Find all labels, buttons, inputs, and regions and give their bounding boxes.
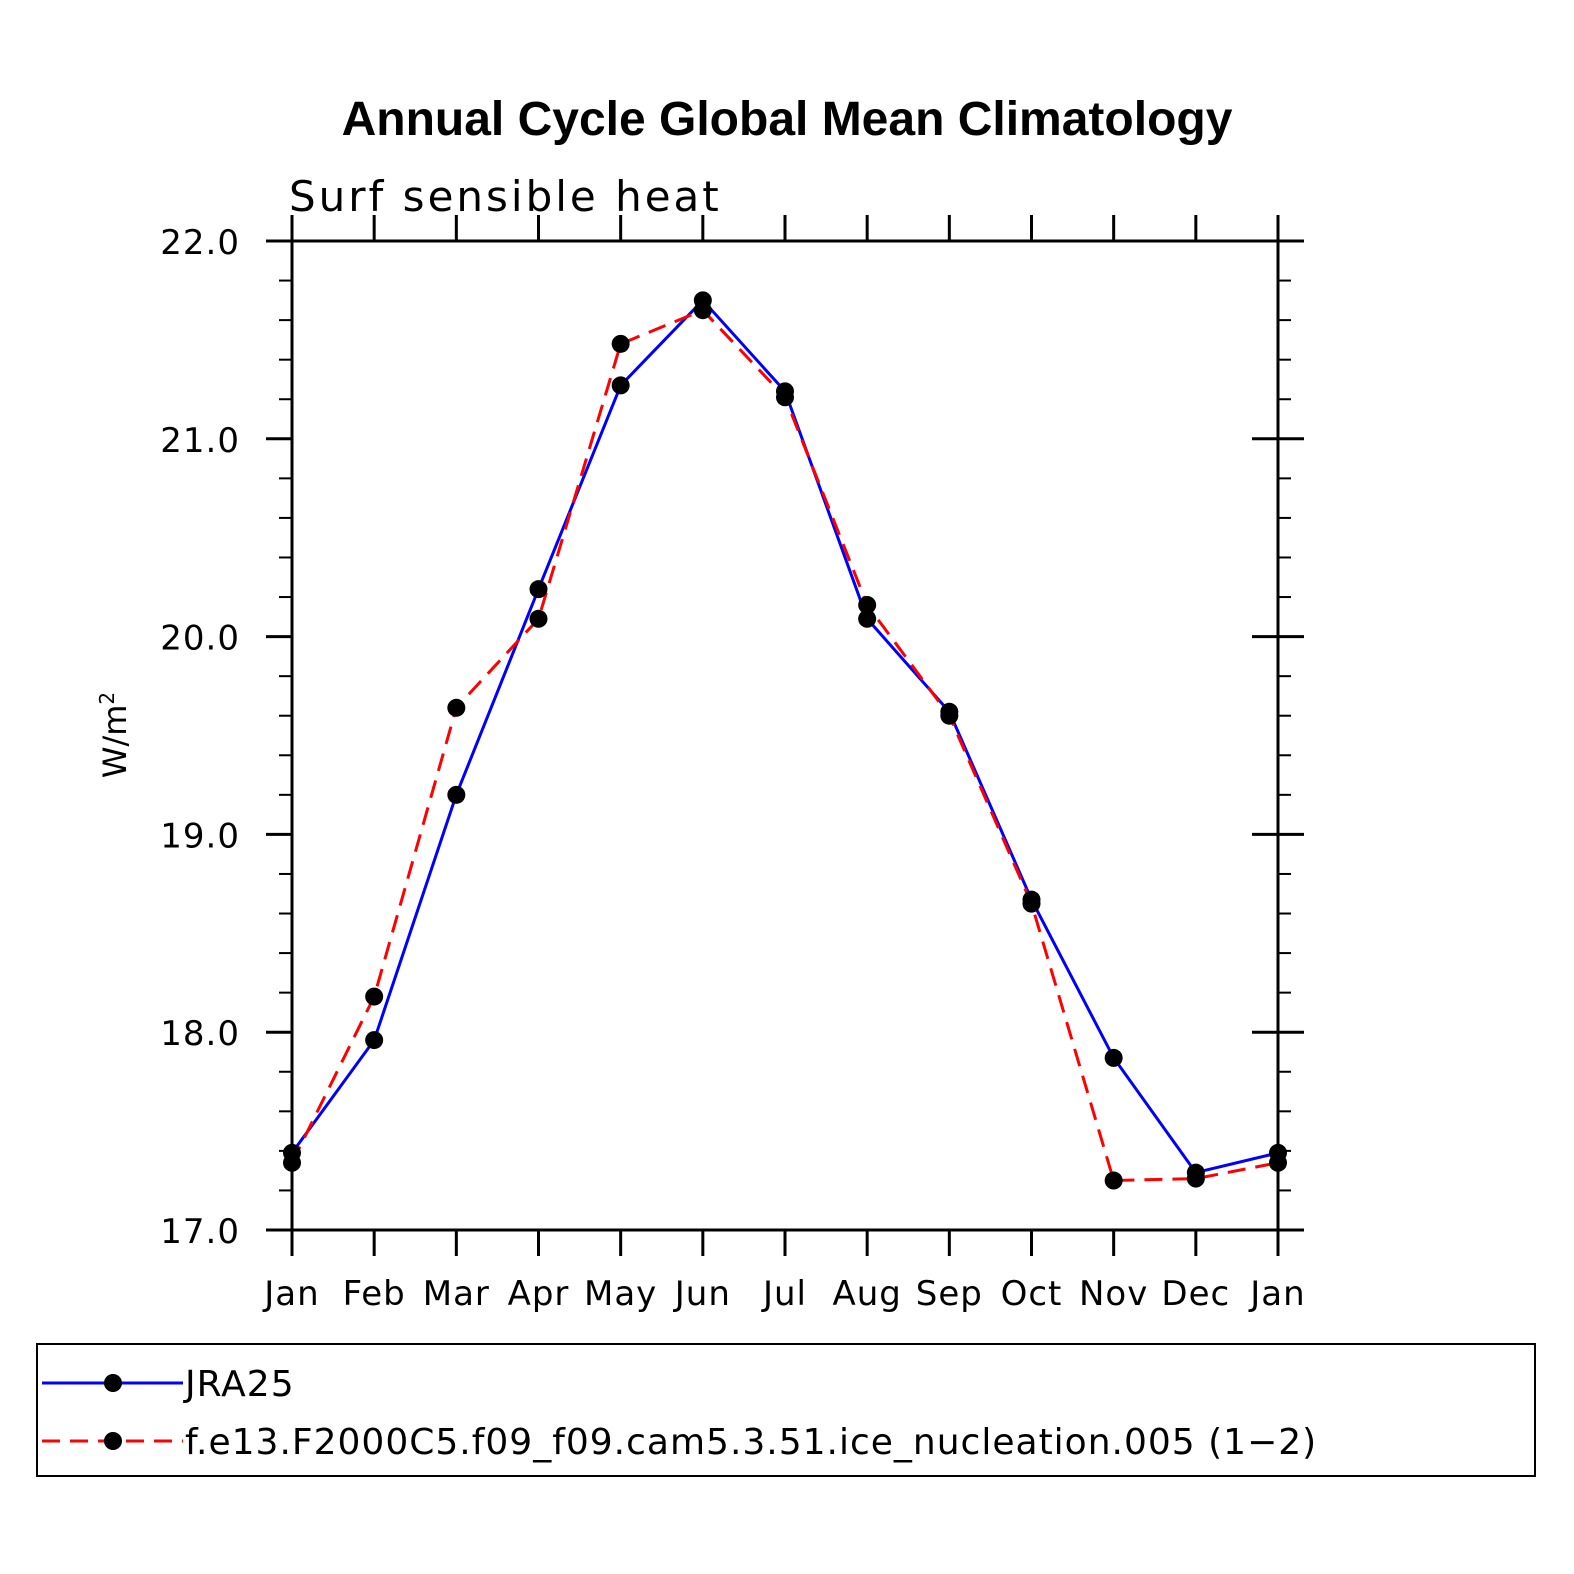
series-line-1 [290,308,1279,1183]
axis-ticks [266,215,1304,1256]
x-tick-label: Jun [673,1274,731,1314]
x-tick-label: Apr [508,1274,570,1314]
y-tick-label: 19.0 [160,816,240,856]
legend-box [36,1343,1536,1477]
x-tick-label: Jan [262,1274,319,1314]
data-point-series-1 [940,706,959,725]
data-point-series-1 [447,698,466,717]
data-point-series-1 [693,301,712,320]
chart-title: Annual Cycle Global Mean Climatology [342,93,1233,146]
data-point-series-1 [858,595,877,614]
data-point-series-1 [365,987,384,1006]
data-point-series-0 [529,580,548,599]
data-point-series-1 [1186,1169,1205,1188]
data-point-series-0 [447,785,466,804]
data-point-series-1 [611,334,630,353]
data-point-series-0 [365,1031,384,1050]
y-axis-label-text: W/m [96,705,134,779]
y-axis-label-superscript: 2 [95,692,119,705]
x-tick-label: Nov [1079,1274,1148,1314]
data-point-series-1 [283,1153,301,1172]
x-tick-label: May [584,1274,657,1314]
x-tick-label: Jan [1248,1274,1305,1314]
y-tick-label: 21.0 [160,421,240,461]
legend-marker-jra25 [104,1374,122,1392]
data-markers [283,291,1287,1190]
data-point-series-0 [1104,1048,1123,1067]
y-axis-label: W/m2 [95,692,134,778]
series-line-0 [290,298,1279,1175]
plot-frame [290,239,1280,1232]
y-tick-label: 18.0 [160,1014,240,1054]
y-tick-label: 22.0 [160,223,240,263]
y-tick-label: 17.0 [160,1212,240,1252]
x-tick-label: Aug [832,1274,901,1314]
x-tick-label: Feb [343,1274,406,1314]
data-point-series-0 [611,376,630,395]
legend-label-model: f.e13.F2000C5.f09_f09.cam5.3.51.ice_nucl… [185,1422,1317,1463]
series-lines [290,298,1279,1183]
x-tick-label: Dec [1161,1274,1230,1314]
chart-subtitle: Surf sensible heat [289,172,722,221]
x-tick-label: Mar [423,1274,490,1314]
data-point-series-1 [1269,1153,1287,1172]
x-tick-label: Jul [761,1274,807,1314]
data-point-series-1 [776,388,794,407]
y-tick-label: 20.0 [160,619,240,659]
x-tick-label: Sep [916,1274,983,1314]
data-point-series-1 [1104,1171,1123,1190]
tick-labels: 22.0 21.0 20.0 19.0 18.0 17.0 Jan Feb Mar Apr May J… [160,223,1305,1314]
data-point-series-0 [858,609,877,628]
legend-label-jra25: JRA25 [183,1364,295,1405]
legend: JRA25 f.e13.F2000C5.f09_f09.cam5.3.51.ic… [36,1343,1536,1477]
data-point-series-1 [529,609,548,628]
x-tick-label: Oct [1001,1274,1063,1314]
data-point-series-1 [1022,894,1041,913]
legend-marker-model [104,1432,122,1450]
